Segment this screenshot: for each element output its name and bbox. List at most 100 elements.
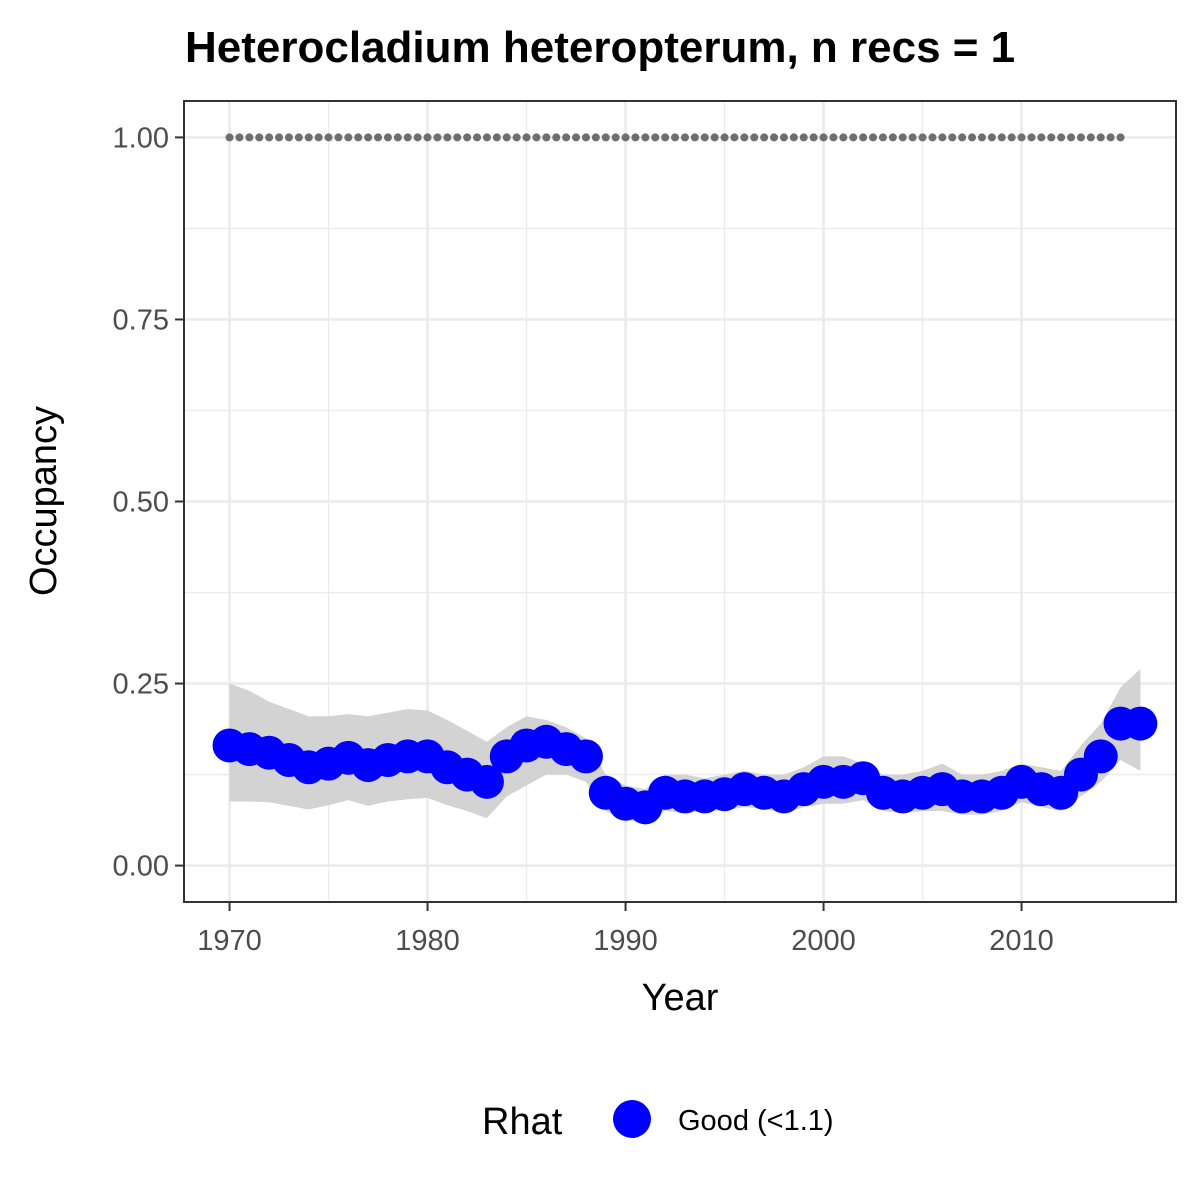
reference-dot	[819, 133, 828, 142]
reference-dot	[453, 133, 462, 142]
data-point	[469, 764, 504, 799]
data-point	[568, 739, 603, 774]
reference-dot	[591, 133, 600, 142]
reference-dot	[344, 133, 353, 142]
reference-dot	[898, 133, 907, 142]
reference-dot	[512, 133, 521, 142]
reference-dot	[383, 133, 392, 142]
reference-dot	[1096, 133, 1105, 142]
reference-dot	[562, 133, 571, 142]
reference-dot	[235, 133, 244, 142]
x-axis-title: Year	[642, 977, 719, 1019]
reference-dot	[839, 133, 848, 142]
reference-dot	[532, 133, 541, 142]
reference-dot	[572, 133, 581, 142]
reference-dot	[859, 133, 868, 142]
reference-dot	[700, 133, 709, 142]
reference-dot	[938, 133, 947, 142]
reference-dot	[878, 133, 887, 142]
legend: Rhat Good (<1.1)	[482, 1100, 834, 1143]
x-tick-label: 1990	[593, 925, 658, 957]
reference-dot	[473, 133, 482, 142]
reference-dot	[1017, 133, 1026, 142]
reference-dot	[225, 133, 234, 142]
reference-dot	[1116, 133, 1125, 142]
x-axis: 1970 1980 1990 2000 2010	[197, 902, 1054, 957]
reference-dot	[977, 133, 986, 142]
y-tick-label: 0.25	[113, 669, 169, 701]
reference-dot	[1106, 133, 1115, 142]
reference-dot	[502, 133, 511, 142]
reference-dot	[631, 133, 640, 142]
reference-dot	[651, 133, 660, 142]
x-tick-label: 1970	[197, 925, 262, 957]
legend-label-good: Good (<1.1)	[678, 1105, 834, 1137]
reference-dot	[463, 133, 472, 142]
reference-dot	[1086, 133, 1095, 142]
reference-dot	[265, 133, 274, 142]
reference-dot	[869, 133, 878, 142]
reference-dot	[423, 133, 432, 142]
x-tick-label: 2010	[989, 925, 1054, 957]
reference-dot	[779, 133, 788, 142]
reference-dot	[1037, 133, 1046, 142]
reference-dot	[671, 133, 680, 142]
reference-dot	[611, 133, 620, 142]
reference-dot	[948, 133, 957, 142]
legend-title: Rhat	[482, 1101, 563, 1143]
reference-dot	[364, 133, 373, 142]
reference-dot	[710, 133, 719, 142]
reference-dot	[799, 133, 808, 142]
reference-dot	[720, 133, 729, 142]
reference-dot	[680, 133, 689, 142]
y-tick-label: 0.50	[113, 487, 169, 519]
reference-dot	[482, 133, 491, 142]
reference-dot	[443, 133, 452, 142]
reference-dot	[968, 133, 977, 142]
x-tick-label: 1980	[395, 925, 460, 957]
y-tick-label: 0.75	[113, 304, 169, 336]
reference-dot	[908, 133, 917, 142]
reference-dot	[294, 133, 303, 142]
reference-dot	[284, 133, 293, 142]
reference-dot	[601, 133, 610, 142]
y-tick-label: 1.00	[113, 122, 169, 154]
reference-dot	[789, 133, 798, 142]
reference-dot	[987, 133, 996, 142]
reference-dot	[661, 133, 670, 142]
reference-dot	[958, 133, 967, 142]
reference-dot	[255, 133, 264, 142]
reference-dot	[413, 133, 422, 142]
reference-dot	[245, 133, 254, 142]
reference-dot	[1067, 133, 1076, 142]
reference-dot	[542, 133, 551, 142]
reference-dot	[829, 133, 838, 142]
reference-dot	[403, 133, 412, 142]
reference-dot	[581, 133, 590, 142]
reference-dot	[275, 133, 284, 142]
reference-dot	[888, 133, 897, 142]
reference-dot	[1076, 133, 1085, 142]
reference-dot	[374, 133, 383, 142]
reference-dot	[324, 133, 333, 142]
reference-dot	[492, 133, 501, 142]
reference-dot	[849, 133, 858, 142]
reference-dot	[740, 133, 749, 142]
reference-dot	[1057, 133, 1066, 142]
reference-dot	[552, 133, 561, 142]
data-point	[1123, 706, 1158, 741]
reference-dot	[690, 133, 699, 142]
x-tick-label: 2000	[791, 925, 856, 957]
reference-dot	[314, 133, 323, 142]
reference-dot	[621, 133, 630, 142]
reference-dot	[1027, 133, 1036, 142]
reference-dot	[641, 133, 650, 142]
reference-dot	[354, 133, 363, 142]
reference-dot	[928, 133, 937, 142]
reference-dot	[1007, 133, 1016, 142]
reference-dots	[225, 133, 1125, 142]
reference-dot	[918, 133, 927, 142]
legend-key-good	[613, 1100, 651, 1138]
reference-dot	[760, 133, 769, 142]
